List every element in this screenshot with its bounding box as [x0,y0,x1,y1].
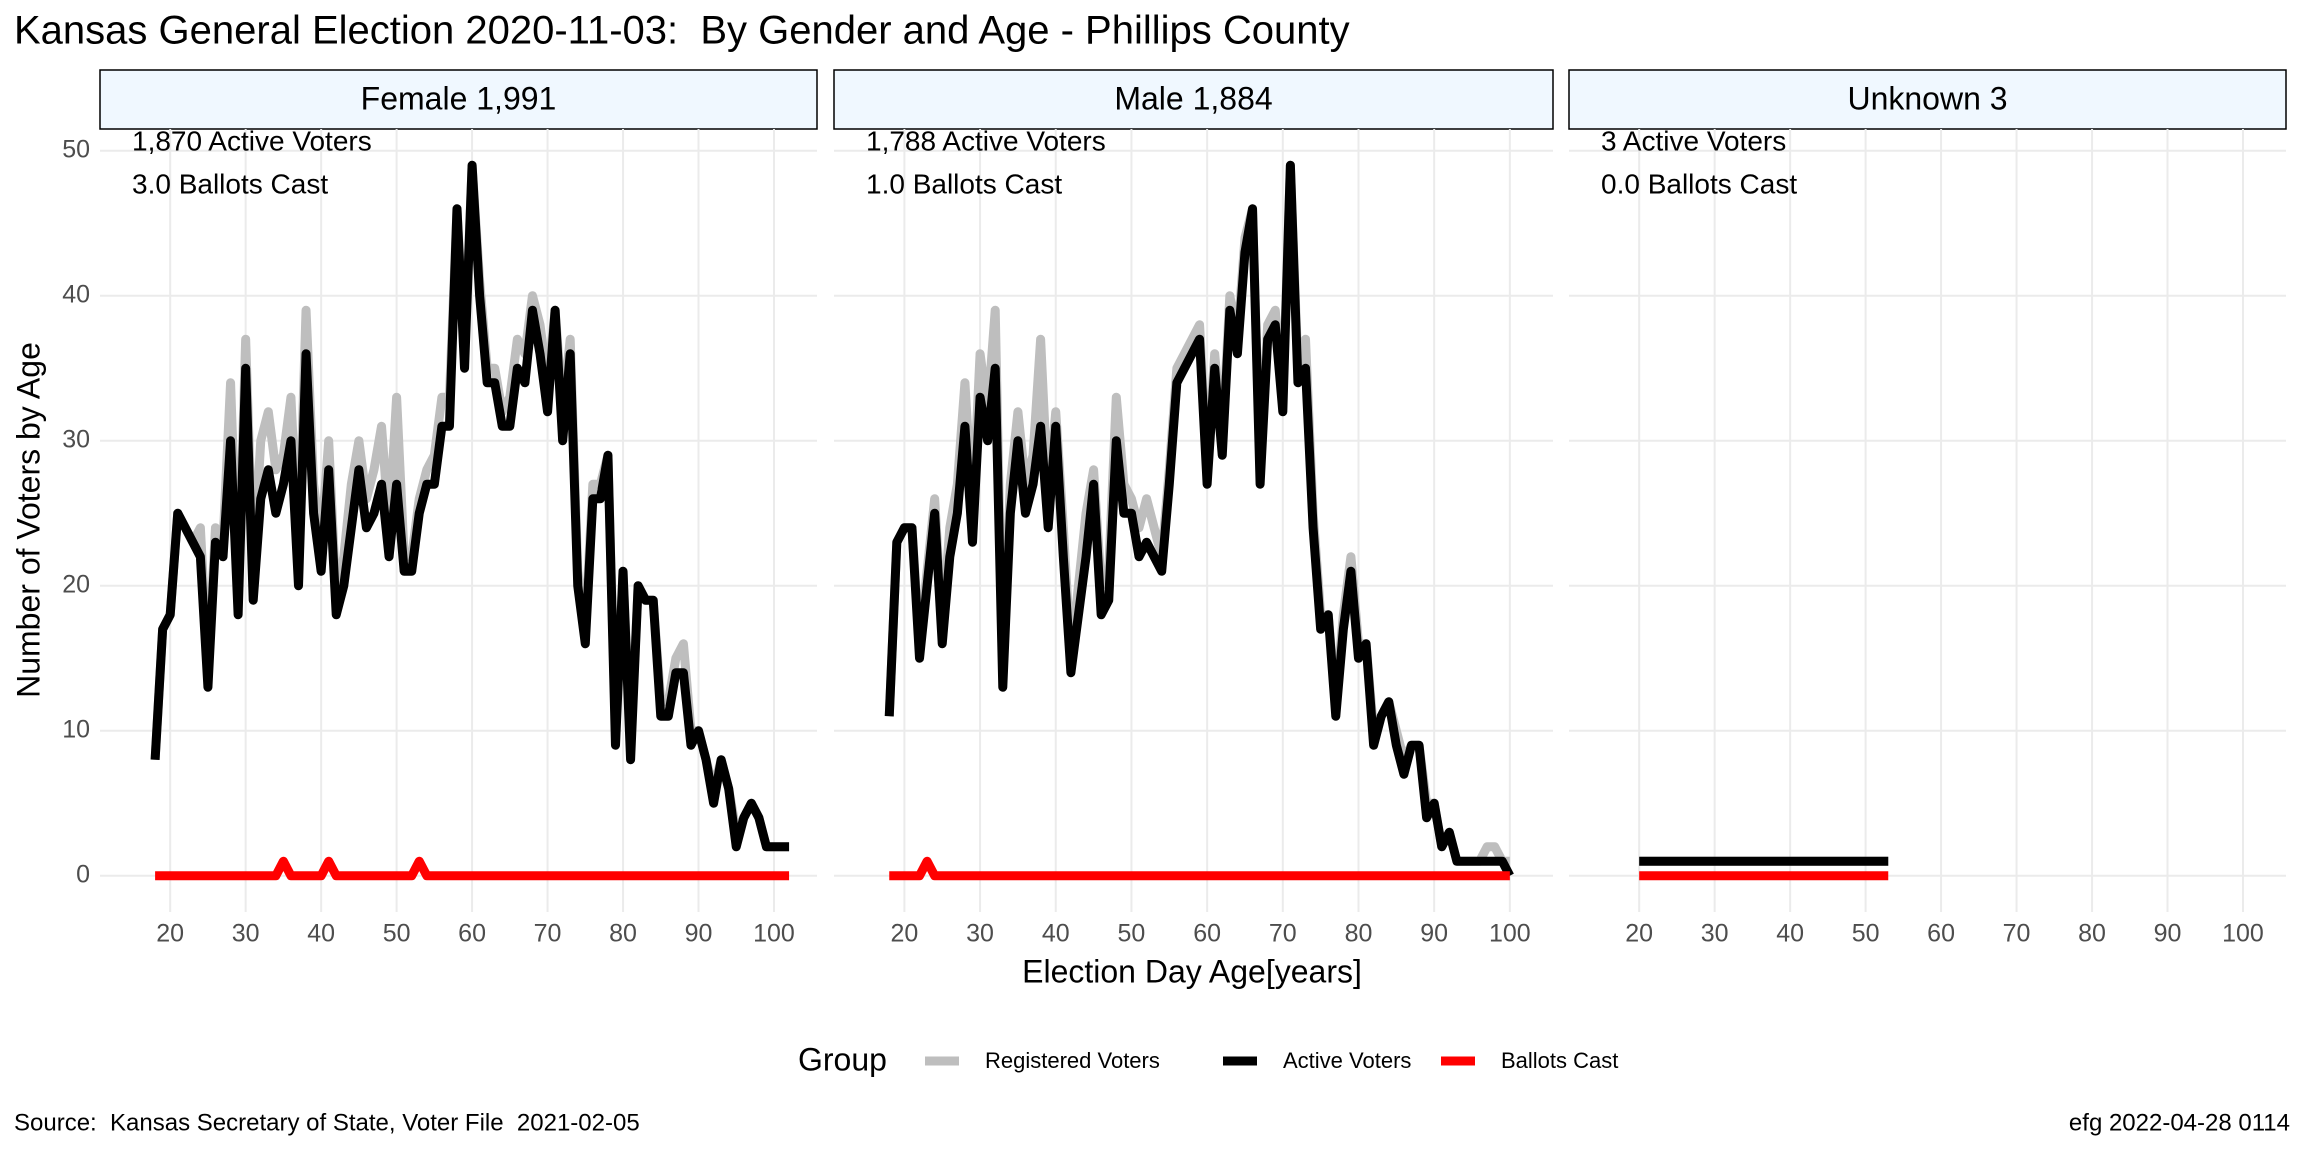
caption: Source: Kansas Secretary of State, Voter… [14,1109,640,1136]
series-line [889,856,1510,881]
x-tick-label: 70 [1269,920,1297,948]
annotation: 1,788 Active Voters [866,125,1106,156]
x-tick-label: 70 [2003,920,2031,948]
y-tick-label: 30 [62,425,90,453]
series-line [884,160,1514,878]
y-tick-label: 50 [62,135,90,163]
facet-strip [833,69,1554,130]
y-tick-label: 20 [62,570,90,598]
x-tick-label: 60 [1193,920,1221,948]
x-tick-label: 30 [1701,920,1729,948]
x-tick-label: 20 [1625,920,1653,948]
legend-label: Active Voters [1283,1048,1411,1073]
x-tick-label: 100 [2222,920,2264,948]
x-axis-title: Election Day Age[years] [1022,953,1362,989]
x-tick-label: 30 [966,920,994,948]
y-tick-label: 40 [62,280,90,308]
x-tick-label: 60 [458,920,486,948]
annotation: 3.0 Ballots Cast [132,168,328,199]
x-tick-label: 50 [1852,920,1880,948]
legend-title: Group [798,1041,887,1077]
x-tick-label: 20 [890,920,918,948]
x-tick-label: 90 [2154,920,2182,948]
x-tick-label: 100 [753,920,795,948]
annotation: 0.0 Ballots Cast [1601,168,1797,199]
series-line [155,856,790,881]
facet-strip [1568,69,2287,130]
x-tick-label: 90 [685,920,713,948]
series-line [150,160,790,852]
legend-label: Ballots Cast [1501,1048,1618,1073]
x-tick-label: 30 [232,920,260,948]
annotation: 3 Active Voters [1601,125,1786,156]
legend-label: Registered Voters [985,1048,1160,1073]
x-tick-label: 70 [534,920,562,948]
x-tick-label: 80 [2078,920,2106,948]
credit: efg 2022-04-28 0114 [2069,1109,2290,1136]
x-tick-label: 50 [383,920,411,948]
x-tick-label: 40 [307,920,335,948]
y-axis-title: Number of Voters by Age [10,342,46,698]
x-tick-label: 60 [1927,920,1955,948]
facet-title: Female 1,991 [361,80,557,116]
annotation: 1.0 Ballots Cast [866,168,1062,199]
x-tick-label: 20 [156,920,184,948]
x-tick-label: 80 [1345,920,1373,948]
x-tick-label: 40 [1776,920,1804,948]
facet-title: Male 1,884 [1114,80,1272,116]
x-tick-label: 40 [1042,920,1070,948]
chart-title: Kansas General Election 2020-11-03: By G… [14,9,1350,53]
facet-title: Unknown 3 [1847,80,2007,116]
annotation: 1,870 Active Voters [132,125,372,156]
x-tick-label: 90 [1420,920,1448,948]
y-tick-label: 10 [62,715,90,743]
y-tick-label: 0 [76,860,90,888]
x-tick-label: 50 [1118,920,1146,948]
x-tick-label: 80 [609,920,637,948]
x-tick-label: 100 [1489,920,1531,948]
facet-strip [99,69,818,130]
